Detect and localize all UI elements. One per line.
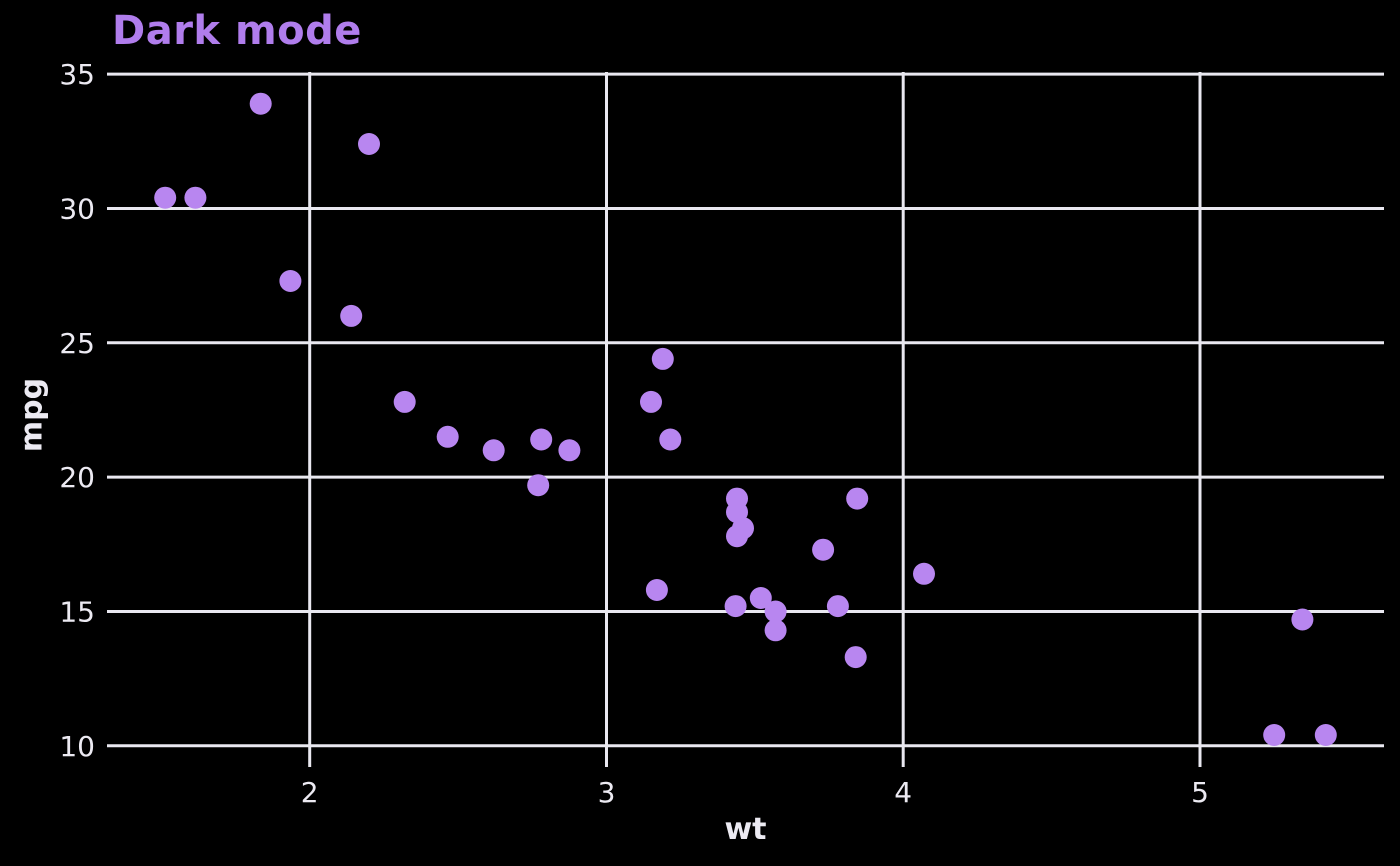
scatter-point bbox=[846, 487, 869, 510]
scatter-point bbox=[1314, 724, 1337, 746]
scatter-point bbox=[530, 428, 553, 451]
x-tick-label: 2 bbox=[301, 776, 319, 809]
scatter-points bbox=[154, 92, 1337, 746]
scatter-point bbox=[436, 425, 459, 448]
scatter-point bbox=[812, 538, 835, 561]
scatter-point bbox=[279, 270, 302, 292]
scatter-point bbox=[844, 646, 867, 669]
scatter-point bbox=[640, 390, 662, 413]
scatter-point bbox=[1263, 724, 1286, 746]
y-tick-label: 15 bbox=[59, 596, 95, 629]
scatter-point bbox=[726, 487, 748, 510]
scatter-point bbox=[358, 133, 380, 155]
x-tick-label: 5 bbox=[1191, 776, 1209, 809]
scatter-point bbox=[764, 600, 787, 623]
scatter-point bbox=[764, 619, 787, 642]
scatter-point bbox=[527, 474, 550, 497]
scatter-point bbox=[913, 562, 935, 585]
scatter-point bbox=[154, 186, 177, 209]
scatter-point bbox=[249, 92, 272, 115]
scatter-point bbox=[393, 390, 416, 413]
scatter-point bbox=[558, 439, 581, 462]
scatter-point bbox=[1291, 608, 1314, 631]
scatter-point bbox=[724, 595, 747, 618]
x-axis-label: wt bbox=[724, 812, 767, 847]
gridlines bbox=[107, 72, 1384, 767]
y-tick-label: 35 bbox=[59, 58, 95, 91]
scatter-point bbox=[645, 579, 668, 601]
x-tick-label: 3 bbox=[598, 776, 616, 809]
scatter-point bbox=[726, 525, 748, 548]
scatter-point bbox=[659, 428, 682, 451]
y-tick-label: 20 bbox=[59, 461, 95, 494]
y-tick-label: 10 bbox=[59, 730, 95, 763]
scatter-point bbox=[340, 304, 363, 327]
scatter-point bbox=[184, 186, 207, 209]
x-tick-label: 4 bbox=[894, 776, 912, 809]
chart-title: Dark mode bbox=[112, 8, 362, 54]
tick-labels: 2 3 4 5 10 15 20 25 30 35 bbox=[59, 58, 1209, 809]
y-tick-label: 25 bbox=[59, 327, 95, 360]
scatter-point bbox=[749, 587, 772, 609]
scatter-point bbox=[826, 595, 849, 618]
scatter-point bbox=[482, 439, 505, 462]
scatter-point bbox=[651, 347, 674, 370]
y-tick-label: 30 bbox=[59, 193, 95, 226]
